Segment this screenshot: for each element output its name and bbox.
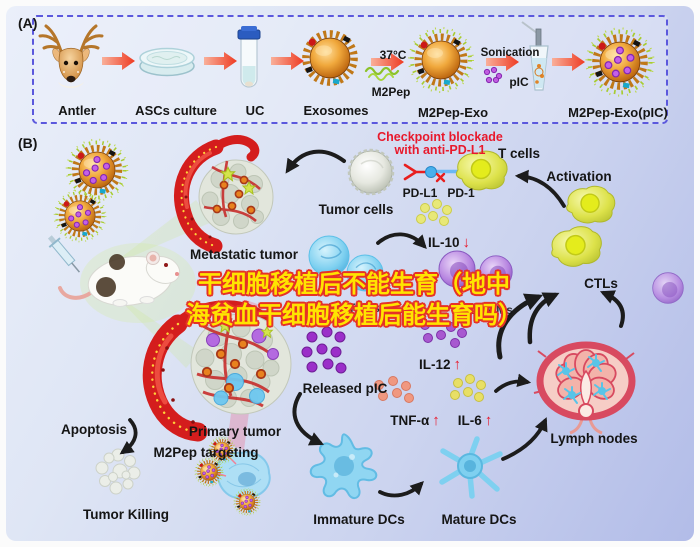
label-il6: IL-6 ↑ xyxy=(457,412,493,430)
panel-a-box xyxy=(32,15,668,124)
deer-antler-icon xyxy=(38,24,104,88)
m2pep-exo-icon xyxy=(409,28,473,92)
label-activation: Activation xyxy=(546,169,612,184)
m2pep-exo-pic-icon xyxy=(586,28,653,95)
il10-name: IL-10 xyxy=(427,235,460,250)
ctl-cell-icon xyxy=(551,226,602,267)
checkpoint-complex-icon xyxy=(403,163,462,183)
injected-exosome-icon xyxy=(54,190,105,241)
metastatic-tumor-icon xyxy=(174,135,274,254)
t-cell-icon xyxy=(455,150,508,191)
il12-name: IL-12 xyxy=(418,357,451,372)
syringe-icon xyxy=(47,235,81,273)
panel-a-label: (A) xyxy=(18,15,38,31)
panel-b-label: (B) xyxy=(18,135,38,151)
arrow-mature-to-lymph xyxy=(501,417,548,461)
pic-dots-icon xyxy=(483,66,503,84)
m2pep-peptide-icon xyxy=(364,66,400,81)
label-ascs-culture: ASCs culture xyxy=(135,103,217,118)
m2-tam-cell-icon xyxy=(346,254,384,292)
apoptotic-cell-icon xyxy=(95,448,141,495)
released-pic-dots-icon xyxy=(301,326,347,374)
petri-dish-icon xyxy=(139,47,195,77)
immature-dc-icon xyxy=(309,433,378,500)
label-released-pic: Released pIC xyxy=(302,381,388,396)
arrow-lymph-to-ctls xyxy=(599,290,625,328)
label-tnfa: TNF-α ↑ xyxy=(390,412,440,430)
label-pd-1: PD-1 xyxy=(447,186,475,200)
label-37c: 37°C xyxy=(379,48,407,62)
label-lymph-nodes: Lymph nodes xyxy=(550,431,638,446)
il6-dots-icon xyxy=(450,374,486,402)
sonication-tube-icon xyxy=(521,21,549,91)
label-antler: Antler xyxy=(58,103,96,118)
m1-tam-cell-icon xyxy=(479,255,513,289)
tnfa-name: TNF-α xyxy=(390,413,430,428)
watermark-line2: 海贫血干细胞移植后能生育吗） xyxy=(186,302,522,329)
tumor-cell-icon xyxy=(347,148,395,196)
primary-tumor-icon xyxy=(142,300,292,442)
blocked-x-icon xyxy=(435,172,446,183)
il6-trend-arrow: ↑ xyxy=(484,412,493,429)
label-m2pep: M2Pep xyxy=(371,85,411,99)
arrow-to-ctls xyxy=(527,292,560,345)
il10-trend-arrow: ↓ xyxy=(462,234,471,251)
arrow-pic-to-immature-dc xyxy=(292,392,324,446)
label-il10: IL-10 ↓ xyxy=(427,234,471,252)
anti-pdl1-antibody-icon xyxy=(403,163,427,181)
label-checkpoint-line1: Checkpoint blockade xyxy=(377,130,503,144)
label-tumor-killing: Tumor Killing xyxy=(83,507,169,522)
arrow-apoptosis xyxy=(119,418,138,455)
arrow-activation xyxy=(514,169,566,208)
label-pd-l1: PD-L1 xyxy=(402,186,438,200)
ctl-cell-icon xyxy=(566,185,616,224)
label-apoptosis: Apoptosis xyxy=(61,422,127,437)
mouse-icon xyxy=(58,251,181,307)
il10-dots-icon xyxy=(416,199,452,226)
tnfa-trend-arrow: ↑ xyxy=(432,412,440,429)
label-uc: UC xyxy=(245,103,265,118)
label-t-cells: T cells xyxy=(497,146,541,161)
arrow-m2-to-m1 xyxy=(376,232,427,250)
label-m1-tams: M1 TAMs xyxy=(461,303,513,317)
label-mature-dcs: Mature DCs xyxy=(441,512,517,527)
label-sonication: Sonication xyxy=(480,47,540,59)
il12-dots-icon xyxy=(420,316,467,348)
label-exosomes: Exosomes xyxy=(303,103,369,118)
arrow-into-lymph xyxy=(494,373,532,393)
diagram-canvas xyxy=(38,21,684,541)
tnfa-dots-icon xyxy=(374,376,414,403)
il12-trend-arrow: ↑ xyxy=(453,356,462,373)
il6-name: IL-6 xyxy=(457,413,482,428)
flow-arrows xyxy=(119,149,625,498)
label-primary-tumor: Primary tumor xyxy=(188,424,282,439)
label-ctls: CTLs xyxy=(584,276,618,291)
arrow-tumorcells-to-metastatic xyxy=(285,149,346,174)
mature-dc-icon xyxy=(439,436,503,499)
lymph-node-icon xyxy=(533,341,636,435)
arrow-immature-to-mature xyxy=(378,481,424,498)
figure: (A) (B) Antler ASCs culture UC Exosomes … xyxy=(6,6,694,541)
label-m2-tams: M2 TAMs xyxy=(328,301,380,315)
exosome-icon xyxy=(305,34,354,84)
label-m2pep-exo-pic: M2Pep-Exo(pIC) xyxy=(568,105,668,120)
m2-tam-cell-icon xyxy=(308,235,350,277)
label-il12: IL-12 ↑ xyxy=(418,356,462,374)
m1-tam-cell-icon xyxy=(652,272,684,304)
pdl1-ligand-icon xyxy=(425,166,437,178)
label-metastatic-tumor: Metastatic tumor xyxy=(189,247,299,262)
watermark-line1: 干细胞移植后不能生育（地中 xyxy=(198,271,510,298)
m2pep-targeting-cell-icon xyxy=(215,451,271,499)
label-checkpoint-line2: with anti-PD-L1 xyxy=(394,143,486,157)
label-immature-dcs: Immature DCs xyxy=(313,512,405,527)
uc-tube-icon xyxy=(237,26,261,88)
label-pic: pIC xyxy=(509,75,529,89)
label-tumor-cells: Tumor cells xyxy=(318,202,394,217)
label-m2pep-exo: M2Pep-Exo xyxy=(417,105,489,120)
label-m2pep-targeting: M2Pep targeting xyxy=(153,445,259,460)
m1-tam-cell-icon xyxy=(438,250,476,288)
arrow-il12-to-ctls xyxy=(496,293,544,360)
injected-exosome-icon xyxy=(67,140,128,201)
